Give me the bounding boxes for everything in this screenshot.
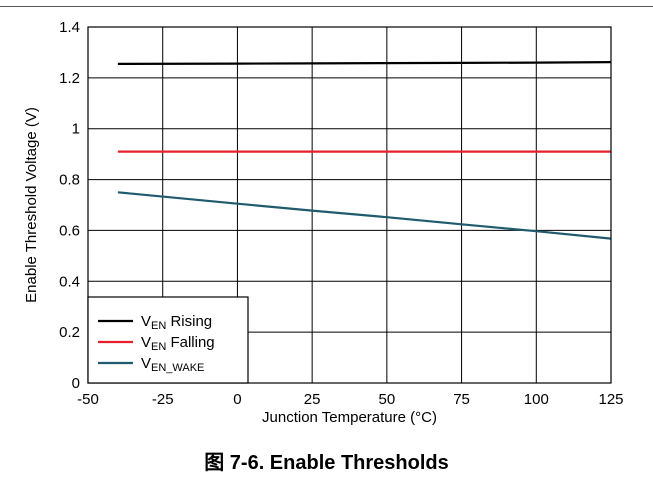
x-tick-label: 125 [598, 391, 623, 408]
y-tick-label: 0.8 [59, 172, 80, 189]
x-tick-label: -25 [152, 391, 174, 408]
x-tick-label: 25 [304, 391, 321, 408]
plot-frame [87, 26, 612, 384]
legend-entry-0: VEN Rising [141, 313, 212, 332]
y-axis-title: Enable Threshold Voltage (V) [23, 107, 40, 303]
x-tick-label: 0 [233, 391, 241, 408]
y-tick-label: 0.2 [59, 324, 80, 341]
y-tick-label: 1.2 [59, 70, 80, 87]
top-rule [0, 6, 653, 7]
legend-entry-2: VEN_WAKE [141, 355, 204, 374]
x-axis-title: Junction Temperature (°C) [262, 409, 437, 426]
series-line-2 [117, 191, 612, 240]
legend: VEN Rising VEN Falling VEN_WAKE [87, 296, 249, 384]
series-line-0 [117, 61, 612, 65]
x-tick-labels: -50 -25 0 25 50 75 100 125 [77, 391, 623, 408]
legend-entry-1: VEN Falling [141, 334, 215, 353]
x-tick-label: 50 [379, 391, 396, 408]
y-tick-label: 0 [72, 375, 80, 392]
x-tick-label: 100 [524, 391, 549, 408]
y-tick-label: 0.6 [59, 222, 80, 239]
grid [87, 26, 612, 384]
x-tick-label: -50 [77, 391, 99, 408]
y-tick-label: 1 [72, 121, 80, 138]
y-tick-labels: 0 0.2 0.4 0.6 0.8 1 1.2 1.4 [59, 19, 80, 392]
figure-caption: 图 7-6. Enable Thresholds [204, 452, 449, 474]
x-tick-label: 75 [453, 391, 470, 408]
y-tick-label: 1.4 [59, 19, 80, 36]
line-chart: -50 -25 0 25 50 75 100 125 0 0.2 0.4 0.6 0.8 1 1.2 1.4… [23, 19, 624, 426]
legend-box [87, 296, 249, 384]
y-tick-label: 0.4 [59, 273, 80, 290]
series-group [117, 61, 612, 240]
